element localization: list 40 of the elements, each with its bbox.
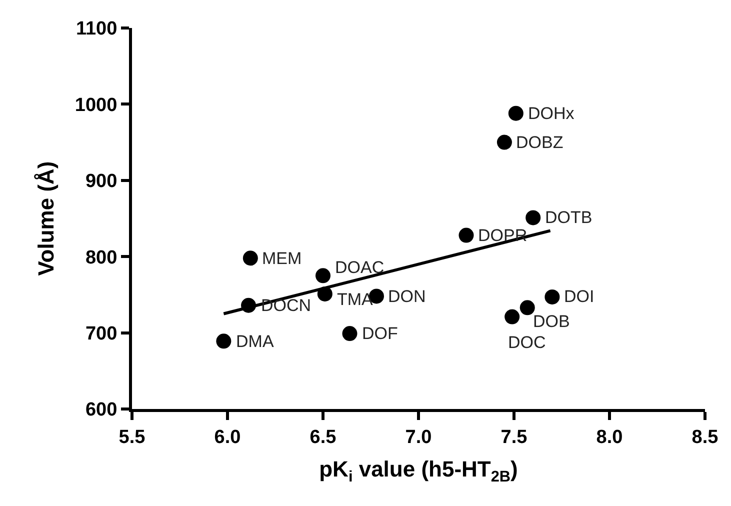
point: [458, 228, 474, 243]
y-tick-label: 1000: [74, 94, 118, 116]
x-tick-label: 5.5: [118, 426, 146, 448]
y-tick-label: 900: [85, 171, 118, 192]
annotation: DOCN: [261, 296, 312, 315]
point: [242, 250, 258, 266]
annotation: DOI: [564, 287, 594, 306]
annotation: DMA: [236, 332, 274, 351]
point: [520, 300, 535, 316]
annotation: TMA: [337, 290, 374, 309]
annotation: DOB: [533, 312, 570, 331]
point: [526, 210, 541, 226]
point: [216, 334, 232, 349]
annotation: DOAC: [335, 258, 384, 277]
y-tick-label: 600: [85, 400, 118, 421]
x-tick-label: 6.5: [310, 426, 337, 448]
point: [316, 268, 330, 284]
y-tick-label: 700: [85, 323, 118, 344]
x-tick-label: 8.5: [692, 426, 719, 448]
y-axis-title: Volume (Å): [34, 161, 59, 276]
annotation: DOF: [362, 324, 398, 343]
x-tick-label: 6.0: [214, 426, 241, 448]
annotation: DON: [388, 287, 426, 306]
annotation: DOBZ: [516, 133, 564, 152]
annotation: MEM: [262, 249, 302, 268]
point: [496, 134, 512, 150]
annotation: DOPR: [478, 226, 528, 245]
x-tick-label: 7.0: [405, 426, 432, 448]
y-tick-label: 1100: [76, 18, 118, 40]
annotation: DOHx: [528, 104, 575, 123]
point: [342, 326, 358, 342]
annotation: DOC: [508, 333, 546, 352]
point: [508, 106, 524, 121]
x-tick-label: 7.5: [500, 426, 528, 448]
annotation: DOTB: [545, 208, 592, 227]
point: [544, 289, 560, 304]
point: [504, 309, 520, 324]
y-tick-label: 800: [85, 247, 118, 268]
x-axis-title: pK$_{i}$ value (h5-HT$_{2B}$): [319, 456, 518, 486]
x-tick-label: 8.0: [596, 426, 623, 448]
